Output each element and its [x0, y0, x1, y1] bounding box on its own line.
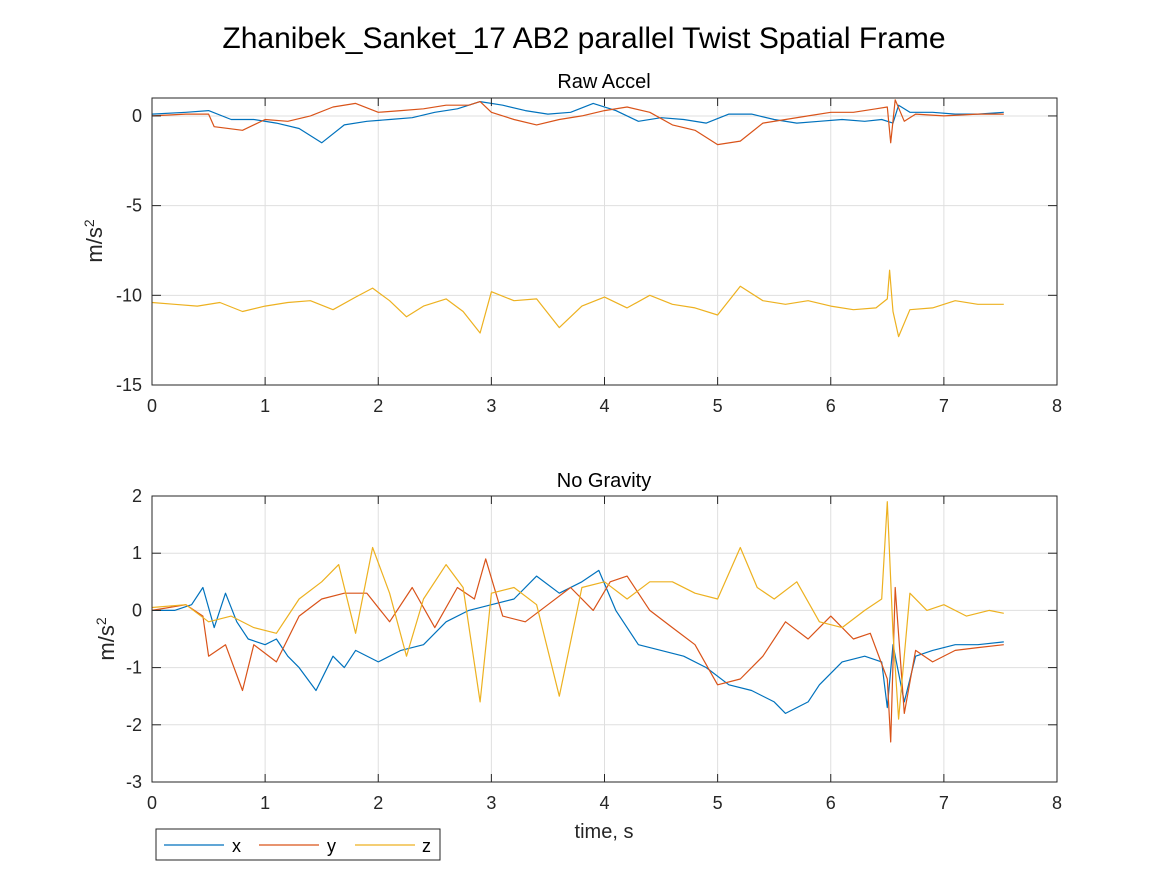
y-tick-label: 0: [132, 600, 142, 620]
x-tick-label: 6: [826, 793, 836, 813]
no-gravity-ticks: 0 1 2 3 4 5 6 7 8 -3 -2 -1 0 1 2: [126, 486, 1062, 813]
x-tick-label: 6: [826, 396, 836, 416]
no-gravity-ylabel: m/s2: [93, 617, 119, 660]
series-line-y: [151, 99, 1004, 146]
series-line-y: [151, 558, 1004, 743]
legend-label-z: z: [422, 836, 431, 856]
x-tick-label: 5: [713, 793, 723, 813]
x-tick-label: 3: [486, 396, 496, 416]
series-line-x: [152, 569, 1004, 714]
y-tick-label: -2: [126, 715, 142, 735]
series-line-z: [151, 501, 1004, 720]
x-tick-label: 8: [1052, 396, 1062, 416]
raw-accel-title: Raw Accel: [557, 71, 650, 93]
x-tick-label: 1: [260, 396, 270, 416]
figure-title: Zhanibek_Sanket_17 AB2 parallel Twist Sp…: [222, 22, 945, 55]
no-gravity-title: No Gravity: [557, 470, 651, 492]
x-tick-label: 0: [147, 793, 157, 813]
y-tick-label: -10: [116, 285, 142, 305]
x-tick-label: 7: [939, 793, 949, 813]
y-tick-label: -5: [126, 196, 142, 216]
legend: x y z: [155, 828, 441, 861]
x-tick-label: 5: [713, 396, 723, 416]
raw-accel-ticks: 0 1 2 3 4 5 6 7 8 -15 -10 -5 0: [116, 98, 1062, 416]
legend-label-y: y: [327, 836, 336, 856]
y-tick-label: 0: [132, 106, 142, 126]
y-tick-label: -15: [116, 375, 142, 395]
x-tick-label: 8: [1052, 793, 1062, 813]
y-tick-label: -3: [126, 772, 142, 792]
raw-accel-grid: [151, 98, 1058, 386]
raw-accel-series: [151, 99, 1004, 338]
y-tick-label: -1: [126, 658, 142, 678]
x-tick-label: 2: [373, 396, 383, 416]
x-tick-label: 2: [373, 793, 383, 813]
x-tick-label: 1: [260, 793, 270, 813]
raw-accel-ylabel: m/s2: [81, 219, 107, 262]
x-tick-label: 0: [147, 396, 157, 416]
no-gravity-panel: No Gravity 0 1 2 3 4 5 6 7 8 -3 -2 -1 0 1 2 m/s2 time,…: [93, 470, 1062, 843]
series-line-x: [151, 101, 1004, 144]
x-tick-label: 3: [486, 793, 496, 813]
x-tick-label: 4: [599, 396, 609, 416]
x-tick-label: 7: [939, 396, 949, 416]
no-gravity-xlabel: time, s: [575, 821, 634, 843]
y-tick-label: 2: [132, 486, 142, 506]
x-tick-label: 4: [599, 793, 609, 813]
no-gravity-series: [151, 501, 1004, 743]
legend-label-x: x: [232, 836, 241, 856]
y-tick-label: 1: [132, 543, 142, 563]
series-line-z: [151, 269, 1004, 338]
raw-accel-panel: Raw Accel 0 1 2 3 4 5 6 7 8 -15 -10 -5 0 m/s2: [81, 71, 1062, 416]
